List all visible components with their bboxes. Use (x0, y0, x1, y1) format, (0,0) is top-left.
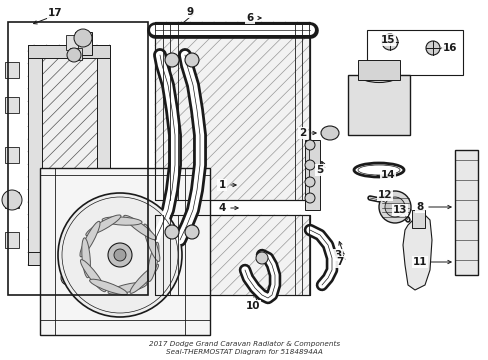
Bar (454, 150, 477, 275)
Circle shape (67, 48, 81, 62)
Bar (5, 232, 19, 248)
Circle shape (164, 53, 179, 67)
Circle shape (184, 225, 199, 239)
Ellipse shape (102, 217, 142, 225)
Text: 15: 15 (380, 35, 394, 45)
Ellipse shape (357, 165, 399, 175)
Ellipse shape (89, 279, 127, 295)
Bar (357, 60, 399, 80)
Ellipse shape (108, 282, 147, 294)
Text: 1: 1 (218, 180, 225, 190)
Text: 4: 4 (218, 203, 225, 213)
Ellipse shape (80, 260, 105, 292)
Bar (366, 30, 462, 75)
Bar (97, 45, 110, 265)
Bar (40, 168, 209, 335)
Bar (70, 48, 82, 60)
Bar (155, 22, 309, 200)
Ellipse shape (147, 242, 159, 282)
Bar (28, 45, 110, 265)
Bar (28, 252, 110, 265)
Circle shape (425, 41, 439, 55)
Circle shape (256, 252, 267, 264)
Ellipse shape (320, 126, 338, 140)
Text: 9: 9 (186, 7, 193, 17)
Text: 14: 14 (380, 170, 394, 180)
Text: 3: 3 (334, 250, 341, 260)
Text: Seal-THERMOSTAT Diagram for 5184894AA: Seal-THERMOSTAT Diagram for 5184894AA (166, 349, 322, 355)
Text: 12: 12 (377, 190, 391, 200)
Circle shape (305, 140, 314, 150)
Circle shape (108, 243, 132, 267)
Bar (5, 62, 19, 78)
Ellipse shape (81, 238, 90, 278)
Circle shape (164, 225, 179, 239)
Circle shape (61, 271, 75, 285)
Circle shape (114, 249, 126, 261)
Bar (28, 45, 42, 265)
Ellipse shape (143, 224, 160, 261)
Circle shape (378, 191, 410, 223)
Ellipse shape (123, 215, 156, 240)
Circle shape (381, 34, 397, 50)
Text: 16: 16 (442, 43, 456, 53)
Bar (5, 147, 19, 163)
Bar (8, 22, 148, 295)
Text: 8: 8 (415, 202, 423, 212)
Text: 13: 13 (392, 205, 407, 215)
Polygon shape (402, 215, 431, 290)
Circle shape (74, 29, 92, 47)
Ellipse shape (358, 68, 398, 82)
Circle shape (2, 190, 22, 210)
Ellipse shape (80, 221, 100, 257)
Circle shape (305, 160, 314, 170)
Bar (411, 210, 424, 228)
Text: 5: 5 (316, 165, 323, 175)
Circle shape (305, 177, 314, 187)
Bar (28, 45, 110, 58)
Bar (347, 75, 409, 135)
Ellipse shape (86, 215, 121, 236)
Bar (155, 215, 309, 295)
Text: 17: 17 (48, 8, 62, 18)
Text: 6: 6 (246, 13, 253, 23)
Text: 2017 Dodge Grand Caravan Radiator & Components: 2017 Dodge Grand Caravan Radiator & Comp… (149, 341, 339, 347)
Bar (75, 32, 92, 55)
Circle shape (305, 193, 314, 203)
Text: 10: 10 (245, 301, 260, 311)
Bar (155, 22, 309, 200)
Bar (305, 140, 319, 210)
Text: 7: 7 (336, 257, 343, 267)
Bar (5, 97, 19, 113)
Bar (155, 215, 309, 295)
Circle shape (58, 193, 182, 317)
Bar (5, 192, 19, 208)
Circle shape (184, 53, 199, 67)
Ellipse shape (130, 264, 158, 293)
Bar (66, 35, 78, 50)
Bar (184, 250, 200, 265)
Circle shape (384, 197, 404, 217)
Text: 2: 2 (299, 128, 306, 138)
Text: 11: 11 (412, 257, 427, 267)
